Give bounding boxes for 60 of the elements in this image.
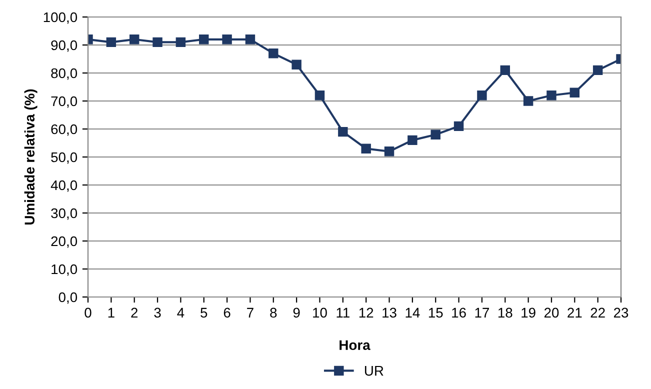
x-tick-label: 14 [406,308,420,318]
x-tick-label: 4 [177,308,184,318]
x-tick-label: 15 [428,308,443,318]
y-tick-label: 50,0 [51,152,78,164]
x-tick-label: 12 [359,308,374,318]
y-tick-label: 40,0 [50,180,78,192]
y-tick-label: 10,0 [52,264,78,276]
point [570,88,580,98]
point [245,34,256,44]
point [523,96,534,106]
point [152,37,162,48]
y-tick-label: 0,0 [58,292,78,304]
point [361,144,371,154]
x-tick-label: 19 [522,308,536,318]
point [268,48,278,58]
x-tick-label: 1 [108,308,114,318]
point [129,34,140,44]
x-tick-label: 3 [154,308,161,318]
point [408,135,418,146]
point [430,130,440,140]
x-tick-label: 8 [270,308,277,318]
x-tick-label: 10 [313,308,327,318]
x-tick-label: 7 [247,308,254,318]
y-tick-label: 100,0 [44,12,78,24]
x-tick-label: 23 [614,308,628,318]
point [338,126,348,137]
y-tick-label: 90,0 [51,40,78,52]
point [176,37,186,48]
point [454,121,464,132]
x-tick-label: 13 [382,308,396,318]
x-tick-label: 17 [475,308,489,318]
point [592,65,603,76]
x-tick-label: 22 [590,308,605,318]
point [546,90,556,100]
x-tick-label: 16 [452,308,466,318]
point [500,65,510,76]
point [199,34,209,44]
x-tick-label: 11 [336,308,350,318]
point [292,60,302,70]
y-tick-label: 30,0 [51,208,78,220]
y-tick-label: 20,0 [51,236,78,248]
point [314,90,325,100]
legend-label: UR [364,366,384,376]
x-tick-label: 9 [293,308,300,318]
x-tick-label: 6 [224,308,230,318]
y-tick-label: 60,0 [51,124,78,136]
y-tick-label: 70,0 [51,96,78,108]
point [477,90,487,100]
point [106,37,116,48]
x-tick-label: 5 [200,308,208,318]
point [222,34,232,44]
x-tick-label: 0 [84,308,92,318]
y-axis-title: Umidade relativa (%) [24,89,38,224]
x-axis-title: Hora [340,340,370,350]
x-tick-label: 18 [498,308,512,318]
x-tick-label: 21 [568,308,582,318]
y-tick-label: 80,0 [51,68,78,80]
point [384,146,394,156]
x-tick-label: 20 [544,308,559,318]
x-tick-label: 2 [131,308,138,318]
